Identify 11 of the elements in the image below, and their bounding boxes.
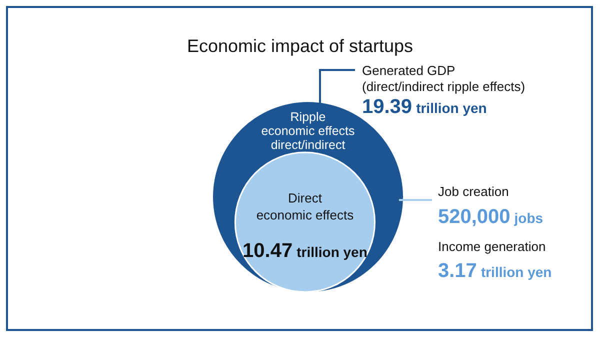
text: Economic impact of startups [186,36,414,56]
category-label: Ripple economic effects direct/indirect [261,110,355,152]
data-label: 19.39 trillion yen [362,96,487,118]
text: (direct/indirect ripple effects) [362,79,526,94]
text: 520,000 jobs [438,206,544,228]
data-label: 10.47 trillion yen [242,240,368,262]
category-label: Direct economic effects [256,190,354,222]
text: 3.17 trillion yen [438,260,552,282]
text: Job creation [438,184,509,199]
text: Income generation [438,239,546,254]
text: Generated GDP [362,63,456,78]
